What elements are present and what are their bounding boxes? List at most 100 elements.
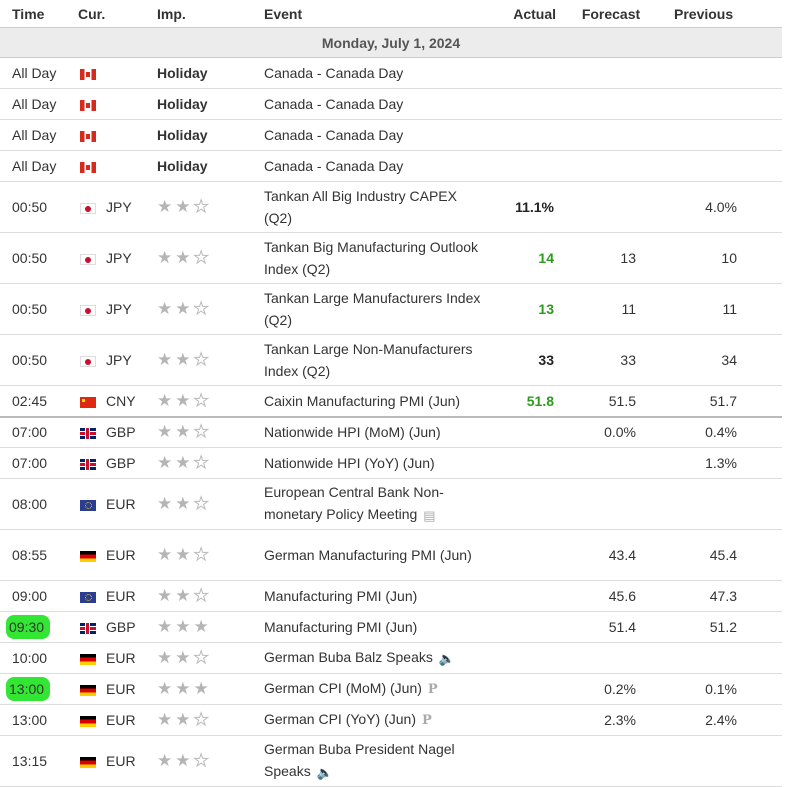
- header-previous[interactable]: Previous: [656, 0, 782, 28]
- table-row[interactable]: All Day Holiday Canada - Canada Day: [0, 150, 782, 182]
- event-importance: ★★★: [157, 385, 264, 418]
- event-name[interactable]: Tankan All Big Industry CAPEX (Q2): [264, 181, 490, 233]
- event-name[interactable]: Tankan Large Non-Manufacturers Index (Q2…: [264, 334, 490, 386]
- event-currency: [78, 88, 157, 120]
- table-row[interactable]: 13:00 EUR ★★★ German CPI (YoY) (Jun) P 2.3% 2.…: [0, 704, 782, 736]
- table-row[interactable]: 08:55 EUR ★★★ German Manufacturing PMI (Jun…: [0, 529, 782, 581]
- event-name[interactable]: German Manufacturing PMI (Jun): [264, 529, 490, 581]
- event-name-text[interactable]: Nationwide HPI (MoM) (Jun): [264, 424, 441, 441]
- header-time[interactable]: Time: [0, 0, 78, 28]
- header-importance[interactable]: Imp.: [157, 0, 264, 28]
- event-time: 13:00: [0, 673, 78, 705]
- event-currency: JPY: [78, 232, 157, 284]
- table-row[interactable]: 00:50 JPY ★★★ Tankan All Big Industry CAPEX…: [0, 181, 782, 233]
- event-name[interactable]: Canada - Canada Day: [264, 150, 490, 182]
- currency-code: EUR: [106, 753, 136, 769]
- star-icon: ★: [193, 617, 212, 636]
- event-time: 00:50: [0, 283, 78, 335]
- event-previous: 34: [656, 334, 782, 386]
- event-name[interactable]: Manufacturing PMI (Jun): [264, 611, 490, 643]
- event-currency: GBP: [78, 447, 157, 479]
- speaker-icon[interactable]: 🔈: [438, 650, 456, 666]
- event-time: 10:00: [0, 642, 78, 674]
- star-icon: ★: [193, 710, 212, 730]
- event-name-text[interactable]: Canada - Canada Day: [264, 127, 404, 143]
- table-row[interactable]: 00:50 JPY ★★★ Tankan Large Non-Manufacturer…: [0, 334, 782, 386]
- event-name-text[interactable]: Caixin Manufacturing PMI (Jun): [264, 392, 461, 409]
- importance-stars: ★★★: [157, 751, 212, 771]
- header-currency[interactable]: Cur.: [78, 0, 157, 28]
- preliminary-icon[interactable]: P: [421, 712, 432, 728]
- currency-code: EUR: [106, 496, 136, 512]
- table-row[interactable]: 09:00 EUR ★★★ Manufacturing PMI (Jun) 45.6 47…: [0, 580, 782, 612]
- table-row[interactable]: 07:00 GBP ★★★ Nationwide HPI (YoY) (Jun) 1.3…: [0, 447, 782, 479]
- event-name-text[interactable]: German CPI (MoM) (Jun): [264, 680, 422, 697]
- event-name-text[interactable]: Manufacturing PMI (Jun): [264, 619, 418, 635]
- event-name-text[interactable]: Tankan Large Manufacturers Index (Q2): [264, 290, 481, 328]
- speaker-icon[interactable]: 🔈: [316, 764, 333, 780]
- event-name[interactable]: Nationwide HPI (MoM) (Jun): [264, 416, 490, 448]
- table-row[interactable]: All Day Holiday Canada - Canada Day: [0, 57, 782, 89]
- table-row[interactable]: 13:15 EUR ★★★ German Buba President Nagel S…: [0, 735, 782, 787]
- currency-code: GBP: [106, 455, 136, 471]
- event-time: 02:45: [0, 385, 78, 418]
- table-row[interactable]: 00:50 JPY ★★★ Tankan Large Manufacturers In…: [0, 283, 782, 335]
- event-name-text[interactable]: German Buba Balz Speaks: [264, 649, 433, 666]
- event-name-text[interactable]: German CPI (YoY) (Jun): [264, 711, 416, 728]
- event-name-text[interactable]: Canada - Canada Day: [264, 96, 404, 112]
- event-currency: EUR: [78, 735, 157, 787]
- event-currency: EUR: [78, 673, 157, 705]
- event-name[interactable]: Canada - Canada Day: [264, 57, 490, 89]
- event-name-text[interactable]: European Central Bank Non-monetary Polic…: [264, 484, 444, 523]
- event-importance: ★★★: [157, 447, 264, 479]
- event-name[interactable]: European Central Bank Non-monetary Polic…: [264, 478, 490, 530]
- eu-flag-icon: [80, 591, 96, 603]
- event-time: 00:50: [0, 232, 78, 284]
- event-actual: 14: [490, 232, 566, 284]
- event-name-text[interactable]: German Buba President Nagel Speaks: [264, 741, 455, 780]
- preliminary-icon[interactable]: P: [427, 681, 438, 697]
- event-name-text[interactable]: Nationwide HPI (YoY) (Jun): [264, 455, 435, 471]
- star-icon: ★: [175, 679, 194, 698]
- currency-code: JPY: [106, 199, 132, 215]
- day-row: Monday, July 1, 2024: [0, 27, 782, 58]
- table-row[interactable]: 08:00 EUR ★★★ European Central Bank Non-mon…: [0, 478, 782, 530]
- header-forecast[interactable]: Forecast: [566, 0, 656, 28]
- de-flag-icon: [80, 550, 96, 562]
- event-name[interactable]: Nationwide HPI (YoY) (Jun): [264, 447, 490, 479]
- header-actual[interactable]: Actual: [490, 0, 566, 28]
- table-row[interactable]: All Day Holiday Canada - Canada Day: [0, 119, 782, 151]
- event-name-text[interactable]: Tankan All Big Industry CAPEX (Q2): [264, 188, 457, 226]
- table-row[interactable]: 10:00 EUR ★★★ German Buba Balz Speaks 🔈: [0, 642, 782, 674]
- event-time-text: All Day: [12, 65, 57, 81]
- event-name-text[interactable]: Tankan Large Non-Manufacturers Index (Q2…: [264, 341, 473, 379]
- event-name-text[interactable]: German Manufacturing PMI (Jun): [264, 547, 472, 563]
- event-name-text[interactable]: Tankan Big Manufacturing Outlook Index (…: [264, 239, 479, 277]
- document-icon[interactable]: ▤: [423, 507, 436, 523]
- event-name[interactable]: Tankan Large Manufacturers Index (Q2): [264, 283, 490, 335]
- table-row[interactable]: All Day Holiday Canada - Canada Day: [0, 88, 782, 120]
- table-row[interactable]: 09:30 GBP ★★★ Manufacturing PMI (Jun) 51.4 51…: [0, 611, 782, 643]
- table-row[interactable]: 00:50 JPY ★★★ Tankan Big Manufacturing Outl…: [0, 232, 782, 284]
- event-forecast: 45.6: [566, 580, 656, 612]
- event-name[interactable]: Tankan Big Manufacturing Outlook Index (…: [264, 232, 490, 284]
- event-name-text[interactable]: Canada - Canada Day: [264, 158, 404, 174]
- event-name[interactable]: Canada - Canada Day: [264, 88, 490, 120]
- event-name[interactable]: Manufacturing PMI (Jun): [264, 580, 490, 612]
- event-name[interactable]: Caixin Manufacturing PMI (Jun): [264, 385, 490, 418]
- event-name-text[interactable]: Canada - Canada Day: [264, 65, 404, 81]
- event-name-text[interactable]: Manufacturing PMI (Jun): [264, 588, 418, 604]
- star-icon: ★: [175, 453, 194, 472]
- event-name[interactable]: German Buba Balz Speaks 🔈: [264, 642, 490, 674]
- table-row[interactable]: 07:00 GBP ★★★ Nationwide HPI (MoM) (Jun) 0.0…: [0, 416, 782, 448]
- table-row[interactable]: 02:45 CNY ★★★ Caixin Manufacturing PMI (Jun…: [0, 385, 782, 418]
- event-name[interactable]: German CPI (YoY) (Jun) P: [264, 704, 490, 736]
- event-currency: EUR: [78, 580, 157, 612]
- table-row[interactable]: 13:00 EUR ★★★ German CPI (MoM) (Jun) P 0.2% 0.…: [0, 673, 782, 705]
- event-name[interactable]: Canada - Canada Day: [264, 119, 490, 151]
- gb-flag-icon: [80, 428, 96, 440]
- header-event[interactable]: Event: [264, 0, 490, 28]
- event-name[interactable]: German Buba President Nagel Speaks 🔈: [264, 735, 490, 787]
- event-name[interactable]: German CPI (MoM) (Jun) P: [264, 673, 490, 705]
